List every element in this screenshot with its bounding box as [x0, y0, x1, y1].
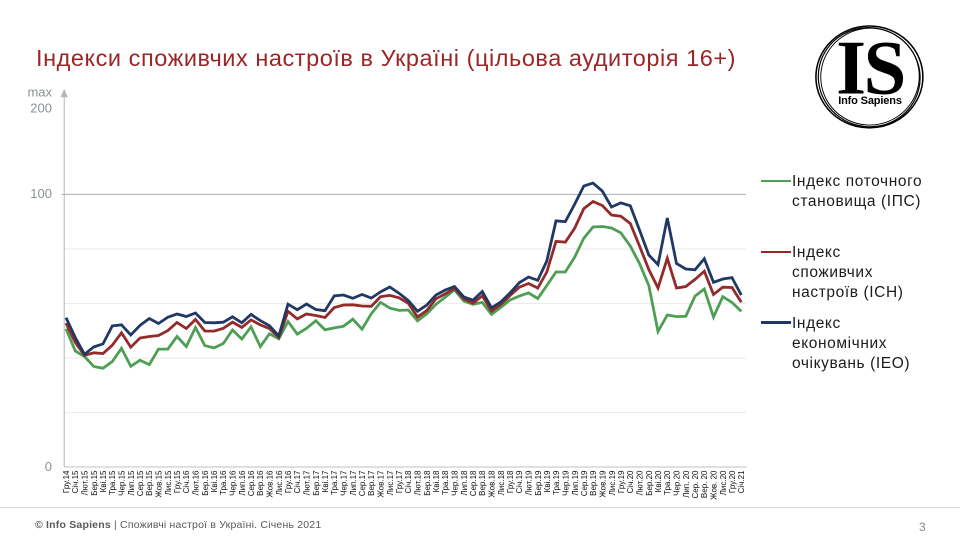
svg-text:Жов.16: Жов.16 [266, 470, 275, 498]
svg-text:Гру.19: Гру.19 [617, 470, 626, 493]
svg-text:Лип.18: Лип.18 [460, 470, 469, 496]
svg-text:Січ.16: Січ.16 [182, 470, 191, 493]
svg-text:Кві.15: Кві.15 [99, 470, 108, 492]
svg-text:Лис.20: Лис.20 [719, 470, 728, 495]
svg-text:Лис.16: Лис.16 [275, 470, 284, 495]
svg-text:Тра.17: Тра.17 [330, 470, 339, 495]
svg-text:Кві.18: Кві.18 [432, 470, 441, 492]
svg-text:0: 0 [45, 459, 52, 474]
svg-text:Тра.20: Тра.20 [663, 470, 672, 495]
svg-text:Сер.16: Сер.16 [247, 470, 256, 496]
svg-text:Тра.18: Тра.18 [441, 470, 450, 495]
svg-text:Лют.17: Лют.17 [303, 470, 312, 496]
svg-text:Лис.17: Лис.17 [386, 470, 395, 495]
svg-text:Бер.17: Бер.17 [312, 470, 321, 496]
svg-text:Кві.20: Кві.20 [654, 470, 663, 492]
svg-text:Лют.18: Лют.18 [414, 470, 423, 496]
svg-text:Вер.16: Вер.16 [256, 470, 265, 496]
svg-text:100: 100 [30, 186, 52, 201]
svg-text:Сер.17: Сер.17 [358, 470, 367, 496]
svg-text:Чер.16: Чер.16 [229, 470, 238, 496]
svg-text:Тра.19: Тра.19 [552, 470, 561, 495]
svg-text:Сер.15: Сер.15 [136, 470, 145, 496]
svg-text:Сер.18: Сер.18 [469, 470, 478, 496]
svg-text:Січ.18: Січ.18 [404, 470, 413, 493]
svg-text:Бер.15: Бер.15 [90, 470, 99, 496]
svg-text:Жов.17: Жов.17 [377, 470, 386, 498]
svg-text:Бер.18: Бер.18 [423, 470, 432, 496]
svg-text:Сер. 20: Сер. 20 [691, 470, 700, 499]
svg-text:Жов.19: Жов.19 [599, 470, 608, 498]
svg-text:Чер.19: Чер.19 [562, 470, 571, 496]
svg-text:Січ.19: Січ.19 [515, 470, 524, 493]
svg-text:Лип.17: Лип.17 [349, 470, 358, 496]
svg-text:Гру.20: Гру.20 [728, 470, 737, 493]
svg-text:Лис.19: Лис.19 [608, 470, 617, 495]
svg-text:Бер.16: Бер.16 [201, 470, 210, 496]
svg-text:Лют.15: Лют.15 [81, 470, 90, 496]
svg-text:max: max [27, 85, 52, 100]
svg-text:Гру.16: Гру.16 [284, 470, 293, 493]
svg-text:Січ.17: Січ.17 [293, 470, 302, 493]
svg-text:Лип. 20: Лип. 20 [682, 470, 691, 498]
svg-text:Лип.16: Лип.16 [238, 470, 247, 496]
svg-text:Кві.17: Кві.17 [321, 470, 330, 492]
svg-text:Чер.18: Чер.18 [451, 470, 460, 496]
svg-text:Кві.19: Кві.19 [543, 470, 552, 492]
svg-text:Вер.17: Вер.17 [367, 470, 376, 496]
svg-text:Лют.19: Лют.19 [525, 470, 534, 496]
svg-text:Січ.20: Січ.20 [626, 470, 635, 493]
svg-text:Кві.16: Кві.16 [210, 470, 219, 492]
svg-text:Чер.20: Чер.20 [673, 470, 682, 496]
svg-text:Тра.16: Тра.16 [219, 470, 228, 495]
svg-text:Чер.17: Чер.17 [340, 470, 349, 496]
svg-text:Тра.15: Тра.15 [108, 470, 117, 495]
svg-text:Січ.15: Січ.15 [71, 470, 80, 493]
svg-text:Гру.15: Гру.15 [173, 470, 182, 493]
svg-text:Гру.17: Гру.17 [395, 470, 404, 493]
svg-text:Лип.19: Лип.19 [571, 470, 580, 496]
svg-text:Жов.15: Жов.15 [155, 470, 164, 498]
svg-text:Січ.21: Січ.21 [737, 470, 746, 493]
svg-text:Бер.20: Бер.20 [645, 470, 654, 496]
svg-text:Вер.15: Вер.15 [145, 470, 154, 496]
svg-text:Гру.18: Гру.18 [506, 470, 515, 493]
svg-text:Жов. 20: Жов. 20 [710, 470, 719, 500]
svg-text:Лис.18: Лис.18 [497, 470, 506, 495]
svg-text:Лют.16: Лют.16 [192, 470, 201, 496]
svg-text:Вер.19: Вер.19 [589, 470, 598, 496]
svg-text:Вер. 20: Вер. 20 [700, 470, 709, 498]
svg-text:Чер.15: Чер.15 [118, 470, 127, 496]
svg-text:Лип.15: Лип.15 [127, 470, 136, 496]
svg-text:Вер.18: Вер.18 [478, 470, 487, 496]
svg-text:IS: IS [836, 24, 904, 110]
svg-text:Лют.20: Лют.20 [636, 470, 645, 496]
svg-text:200: 200 [30, 100, 52, 115]
svg-text:Жов.18: Жов.18 [488, 470, 497, 498]
svg-text:Сер.19: Сер.19 [580, 470, 589, 496]
svg-text:Бер.19: Бер.19 [534, 470, 543, 496]
svg-text:Лис.15: Лис.15 [164, 470, 173, 495]
svg-text:Info Sapiens: Info Sapiens [838, 95, 902, 107]
svg-text:Гру.14: Гру.14 [62, 470, 71, 493]
